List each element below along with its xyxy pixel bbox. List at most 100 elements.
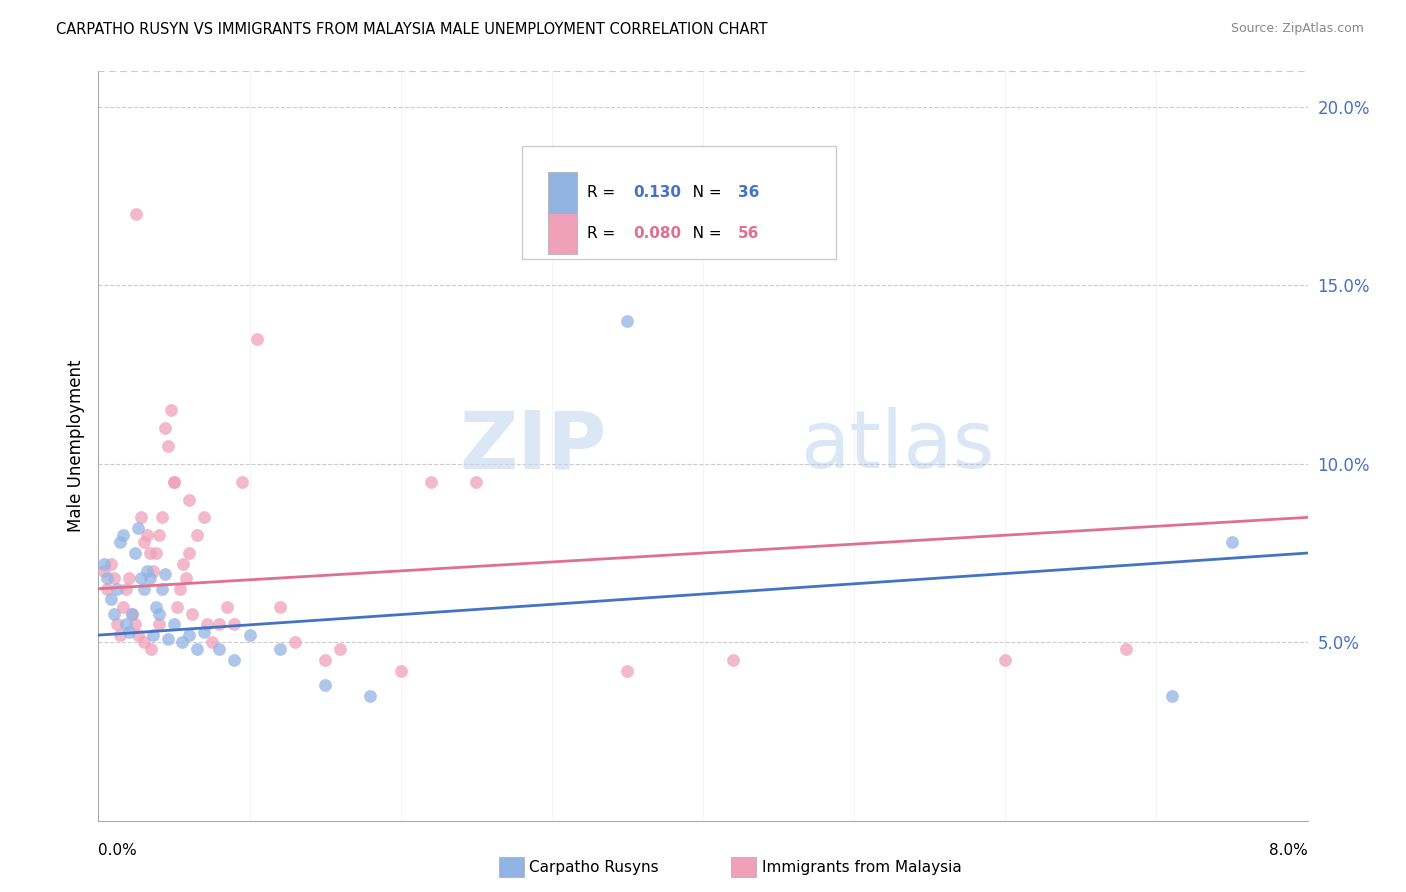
Point bbox=[105, 617, 128, 632]
Point bbox=[142, 628, 165, 642]
Point bbox=[145, 546, 167, 560]
Point bbox=[186, 642, 208, 657]
Point bbox=[105, 582, 128, 596]
Point bbox=[314, 678, 336, 692]
Text: 36: 36 bbox=[738, 186, 759, 200]
Point bbox=[156, 632, 179, 646]
Point bbox=[139, 571, 162, 585]
Text: 0.130: 0.130 bbox=[633, 186, 681, 200]
Point bbox=[121, 607, 143, 621]
Point bbox=[172, 557, 194, 571]
Text: 0.080: 0.080 bbox=[633, 227, 681, 241]
Point bbox=[179, 628, 201, 642]
Point bbox=[148, 617, 170, 632]
Point bbox=[246, 332, 269, 346]
Point bbox=[389, 664, 412, 678]
Point bbox=[148, 528, 170, 542]
Point bbox=[132, 535, 155, 549]
Point bbox=[314, 653, 336, 667]
Point bbox=[111, 528, 134, 542]
Point bbox=[174, 571, 197, 585]
Point bbox=[181, 607, 204, 621]
Point bbox=[100, 557, 122, 571]
Point bbox=[127, 628, 149, 642]
Point bbox=[118, 624, 141, 639]
Point bbox=[124, 546, 146, 560]
Point bbox=[103, 607, 125, 621]
Point bbox=[360, 689, 382, 703]
Point bbox=[616, 664, 638, 678]
Point bbox=[231, 475, 253, 489]
Point bbox=[239, 628, 262, 642]
Point bbox=[179, 492, 201, 507]
Point bbox=[224, 617, 246, 632]
Point bbox=[108, 628, 131, 642]
Point bbox=[329, 642, 352, 657]
Point bbox=[135, 564, 157, 578]
Point bbox=[179, 546, 201, 560]
Point bbox=[124, 617, 146, 632]
Text: ZIP: ZIP bbox=[458, 407, 606, 485]
Text: 56: 56 bbox=[738, 227, 759, 241]
Point bbox=[118, 571, 141, 585]
Text: R =: R = bbox=[586, 227, 620, 241]
Point bbox=[160, 403, 183, 417]
Text: N =: N = bbox=[678, 186, 725, 200]
Text: Source: ZipAtlas.com: Source: ZipAtlas.com bbox=[1230, 22, 1364, 36]
Point bbox=[111, 599, 134, 614]
Point bbox=[100, 592, 122, 607]
Point bbox=[269, 642, 291, 657]
Point bbox=[195, 617, 218, 632]
Point bbox=[145, 599, 167, 614]
Bar bbox=[548, 213, 578, 254]
Point bbox=[166, 599, 188, 614]
Point bbox=[127, 521, 149, 535]
Point bbox=[224, 653, 246, 667]
Text: N =: N = bbox=[678, 227, 725, 241]
Point bbox=[163, 475, 186, 489]
Point bbox=[93, 557, 115, 571]
Point bbox=[114, 582, 136, 596]
Text: Carpatho Rusyns: Carpatho Rusyns bbox=[529, 860, 658, 874]
Point bbox=[1220, 535, 1243, 549]
Point bbox=[208, 617, 231, 632]
Point bbox=[193, 624, 215, 639]
Point bbox=[169, 582, 191, 596]
Y-axis label: Male Unemployment: Male Unemployment bbox=[66, 359, 84, 533]
Point bbox=[96, 571, 118, 585]
Point bbox=[170, 635, 193, 649]
Point bbox=[153, 567, 176, 582]
Point bbox=[148, 607, 170, 621]
Point bbox=[465, 475, 488, 489]
Point bbox=[156, 439, 179, 453]
Text: atlas: atlas bbox=[800, 407, 994, 485]
Point bbox=[186, 528, 208, 542]
Point bbox=[103, 571, 125, 585]
Point bbox=[215, 599, 238, 614]
Text: 0.0%: 0.0% bbox=[98, 843, 138, 858]
Point bbox=[163, 475, 186, 489]
Point bbox=[96, 582, 118, 596]
Point bbox=[153, 421, 176, 435]
Point bbox=[132, 635, 155, 649]
Point bbox=[163, 617, 186, 632]
Text: R =: R = bbox=[586, 186, 620, 200]
FancyBboxPatch shape bbox=[522, 146, 837, 259]
Point bbox=[125, 207, 148, 221]
Text: Immigrants from Malaysia: Immigrants from Malaysia bbox=[762, 860, 962, 874]
Point bbox=[1160, 689, 1182, 703]
Point bbox=[108, 535, 131, 549]
Point bbox=[139, 546, 162, 560]
Point bbox=[142, 564, 165, 578]
Point bbox=[150, 582, 173, 596]
Point bbox=[284, 635, 307, 649]
Point bbox=[723, 653, 745, 667]
Point bbox=[1115, 642, 1137, 657]
Point bbox=[150, 510, 173, 524]
Point bbox=[201, 635, 224, 649]
Point bbox=[994, 653, 1017, 667]
Point bbox=[420, 475, 443, 489]
Point bbox=[208, 642, 231, 657]
Point bbox=[193, 510, 215, 524]
Point bbox=[135, 528, 157, 542]
